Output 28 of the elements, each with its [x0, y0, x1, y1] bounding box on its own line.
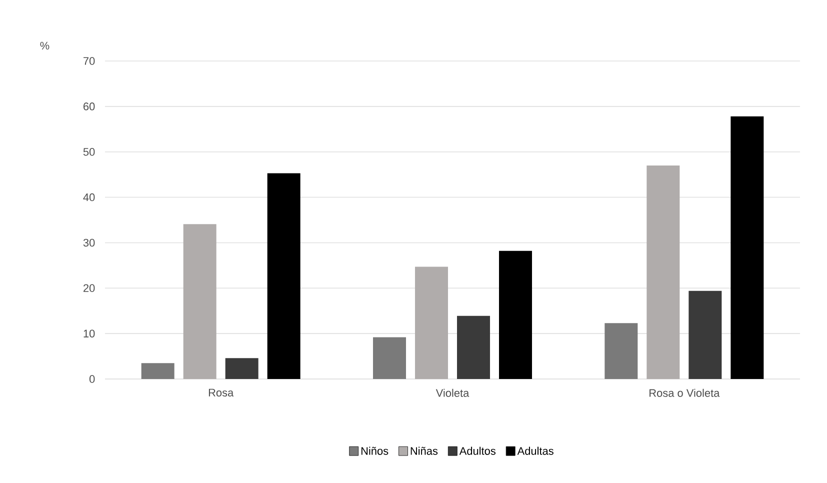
y-tick-label: 20	[84, 284, 95, 292]
bar	[373, 337, 406, 379]
legend-label: Niñas	[410, 446, 438, 455]
bar	[267, 173, 300, 379]
x-tick-label: Violeta	[436, 388, 470, 397]
y-tick-label: 40	[83, 193, 95, 202]
bar	[646, 165, 680, 379]
y-tick-label: 10	[84, 330, 95, 338]
bar	[141, 363, 174, 379]
bar	[499, 250, 532, 379]
y-tick-label: 60	[84, 102, 95, 110]
y-tick-label: 0	[89, 375, 95, 383]
bar	[688, 290, 722, 379]
bar	[457, 316, 490, 379]
legend-label: Adultos	[459, 446, 496, 455]
bar	[415, 266, 448, 379]
bar	[225, 358, 258, 379]
y-axis-title: %	[40, 42, 50, 50]
x-tick-label: Rosa	[208, 388, 234, 396]
bar	[183, 224, 216, 379]
y-tick-label: 70	[84, 57, 95, 65]
y-tick-label: 50	[83, 148, 95, 156]
legend-label: Niños	[361, 446, 388, 455]
x-tick-label: Rosa o Violeta	[650, 388, 720, 397]
bar	[604, 323, 638, 379]
y-tick-label: 30	[83, 238, 95, 247]
legend-label: Adultas	[517, 446, 554, 455]
bar	[730, 116, 764, 379]
